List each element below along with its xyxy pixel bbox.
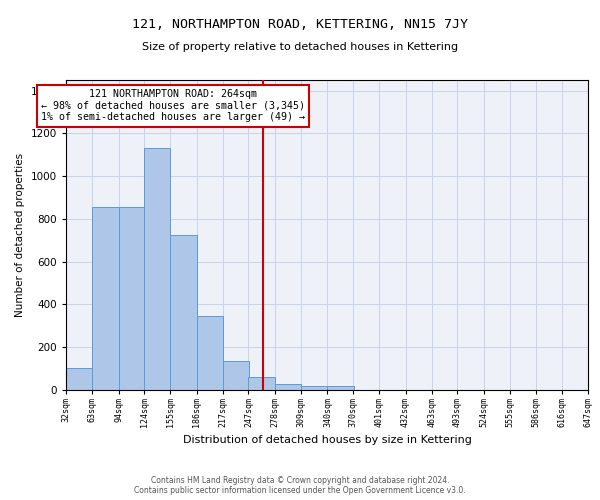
Bar — [223, 360, 250, 390]
Text: 121 NORTHAMPTON ROAD: 264sqm
← 98% of detached houses are smaller (3,345)
1% of : 121 NORTHAMPTON ROAD: 264sqm ← 98% of de… — [41, 90, 305, 122]
Bar — [197, 316, 223, 390]
Bar — [275, 384, 301, 390]
X-axis label: Distribution of detached houses by size in Kettering: Distribution of detached houses by size … — [182, 436, 472, 446]
Bar — [248, 377, 275, 390]
Bar — [92, 207, 119, 390]
Bar — [301, 386, 328, 390]
Bar — [144, 148, 170, 390]
Bar — [66, 368, 92, 390]
Bar — [119, 207, 145, 390]
Bar — [170, 235, 197, 390]
Y-axis label: Number of detached properties: Number of detached properties — [15, 153, 25, 317]
Text: 121, NORTHAMPTON ROAD, KETTERING, NN15 7JY: 121, NORTHAMPTON ROAD, KETTERING, NN15 7… — [132, 18, 468, 30]
Bar — [328, 386, 354, 390]
Text: Size of property relative to detached houses in Kettering: Size of property relative to detached ho… — [142, 42, 458, 52]
Text: Contains HM Land Registry data © Crown copyright and database right 2024.
Contai: Contains HM Land Registry data © Crown c… — [134, 476, 466, 495]
